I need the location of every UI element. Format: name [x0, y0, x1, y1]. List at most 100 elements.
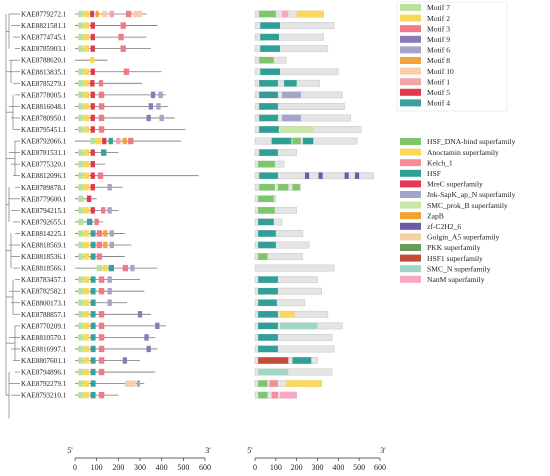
motif-6-box — [109, 230, 115, 237]
hsf-domain — [259, 172, 278, 179]
motif-9-box — [150, 91, 156, 99]
legend-swatch — [400, 169, 421, 177]
jnk-domain — [282, 91, 301, 99]
motif-5-box — [90, 45, 95, 52]
motif-7-box — [78, 80, 84, 87]
axis-tick-label: 300 — [134, 463, 146, 472]
smc-n-domain — [279, 322, 318, 330]
axis-tick-label: 400 — [332, 463, 344, 472]
hsf-domain — [258, 241, 276, 249]
motif-3-box — [120, 22, 126, 29]
gene-id-label: KAE8792279.1 — [21, 380, 67, 388]
gene-id-label: KAE8816997.1 — [21, 345, 67, 353]
hsf-domain — [258, 311, 278, 318]
motif-5-box — [90, 22, 95, 29]
legend-label: ZapB — [427, 211, 444, 220]
motif-4-box — [90, 276, 96, 283]
motif-7-box — [78, 322, 84, 330]
motif-2-box — [84, 184, 90, 191]
kelch-domain — [271, 391, 278, 399]
motif-2-box — [84, 80, 90, 87]
motif-2-box — [102, 264, 108, 272]
domain-legend: HSF_DNA-bind superfamily Anoctamin superf… — [400, 137, 516, 284]
hsf-dna-bind-domain — [292, 137, 301, 145]
motif-2-box — [96, 137, 102, 145]
motif-6-box — [107, 276, 112, 283]
hsf-domain — [258, 218, 274, 226]
hsf-domain — [260, 45, 280, 52]
zf-c2h2-domain — [318, 172, 323, 179]
motif-5-box — [90, 10, 95, 18]
hsf-domain — [258, 230, 276, 237]
gene-id-label: KAE8821581.1 — [21, 22, 67, 30]
motif-2-box — [84, 230, 90, 237]
legend-label: Motif 7 — [427, 3, 450, 12]
axis-tick-label: 300 — [311, 463, 323, 472]
kelch-domain — [269, 380, 278, 387]
legend-swatch — [400, 222, 421, 230]
motif-3-box — [96, 230, 103, 237]
legend-swatch — [400, 25, 421, 33]
motif-4-box — [90, 357, 96, 364]
hsf-domain — [258, 322, 278, 330]
motif-3-box — [98, 126, 105, 133]
motif-7-box — [96, 264, 103, 272]
hsf-domain — [292, 357, 312, 364]
hsf-dna-bind-domain — [292, 184, 300, 191]
motif-5-box — [90, 149, 95, 156]
motif-3-box — [98, 357, 105, 364]
motif-4-box — [90, 380, 96, 387]
legend-label: HSF — [427, 169, 441, 178]
motif-5-box — [90, 68, 95, 75]
motif-2-box — [84, 311, 90, 318]
motif-2-box — [84, 241, 90, 249]
motif-9-box — [146, 114, 151, 122]
legend-swatch — [400, 88, 421, 96]
motif-7-box — [78, 114, 84, 122]
motif-6-box — [109, 241, 115, 249]
motif-4-box — [90, 299, 96, 306]
hsf-domain — [258, 276, 278, 283]
gene-id-label: KAE8781531.1 — [21, 149, 67, 157]
hsf-dna-bind-domain — [258, 380, 268, 387]
motif-4-box — [90, 391, 96, 399]
motif-5-box — [90, 126, 95, 133]
motif-3-box — [98, 334, 105, 341]
zf-c2h2-domain — [344, 172, 349, 179]
motif-4-box — [90, 311, 96, 318]
motif-6-box — [107, 288, 112, 295]
hsf-domain — [260, 22, 280, 29]
hsf-domain — [259, 126, 279, 133]
legend-swatch — [400, 265, 421, 273]
legend-label: Motif 1 — [427, 77, 450, 86]
protein-length-bar — [254, 299, 306, 307]
motif-7-box — [78, 230, 84, 237]
axis-tick-label: 100 — [91, 463, 103, 472]
motif-7-box — [78, 103, 84, 110]
gene-id-label: KAE8812096.1 — [21, 172, 67, 180]
gene-id-label: KAE8818569.1 — [21, 242, 67, 250]
legend-swatch — [400, 148, 421, 156]
motif-8-box — [122, 137, 128, 145]
protein-length-bar — [254, 45, 329, 53]
protein-length-bar — [254, 22, 335, 29]
motif-7-box — [78, 207, 84, 214]
nanm-domain — [279, 391, 297, 399]
motif-9-box — [137, 311, 143, 318]
protein-length-bar — [254, 368, 333, 376]
motif-7-box — [78, 68, 84, 75]
gene-id-label: KAE8778005.1 — [21, 91, 67, 99]
legend-swatch — [400, 35, 421, 43]
gene-id-label: KAE8783457.1 — [21, 276, 67, 284]
legend-swatch — [400, 180, 421, 188]
hsf-domain — [259, 103, 278, 110]
motif-5-box — [90, 160, 95, 168]
nanm-domain — [282, 10, 289, 18]
gene-id-label: KAE8788620.1 — [21, 57, 67, 65]
hsf-domain — [258, 288, 278, 295]
motif-7-box — [78, 357, 84, 364]
legend-swatch — [400, 14, 421, 22]
motif-4-box — [90, 253, 96, 260]
motif-5-box — [86, 195, 92, 202]
motif-2-box — [84, 10, 90, 18]
